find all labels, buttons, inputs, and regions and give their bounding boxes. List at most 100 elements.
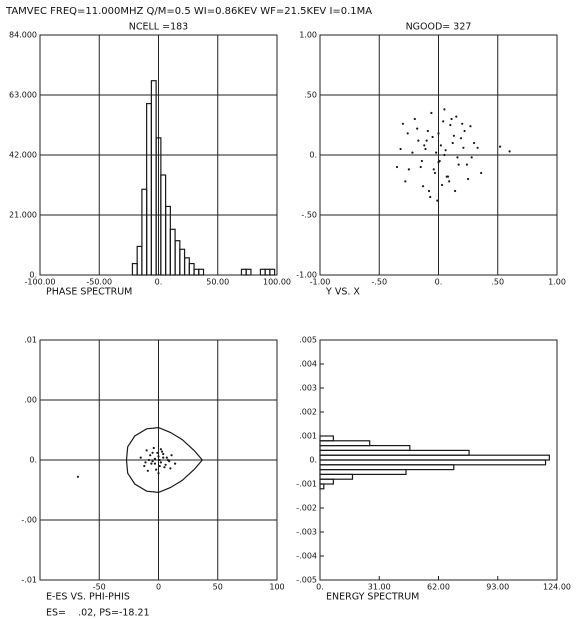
y-tick-label: -.01 bbox=[21, 576, 37, 585]
y-tick-label: -.00 bbox=[21, 516, 37, 525]
scatter-point bbox=[499, 145, 502, 148]
scatter-point bbox=[401, 122, 405, 125]
scatter-point bbox=[480, 171, 483, 175]
scatter-point bbox=[151, 460, 154, 463]
histogram-bar bbox=[150, 80, 157, 276]
scatter-point bbox=[160, 450, 164, 453]
scatter-point bbox=[166, 458, 170, 462]
scatter-point bbox=[445, 175, 448, 178]
scatter-point bbox=[427, 189, 431, 193]
x-tick-label: 1.00 bbox=[548, 278, 566, 287]
histogram-bar bbox=[319, 449, 470, 456]
scatter-point bbox=[144, 461, 147, 464]
scatter-point bbox=[416, 127, 419, 130]
x-tick-label: 0. bbox=[435, 278, 443, 287]
scatter-point bbox=[431, 135, 434, 139]
y-tick-label: -.003 bbox=[296, 528, 317, 537]
scatter-point bbox=[165, 456, 168, 459]
scatter-point bbox=[444, 149, 447, 152]
scatter-point bbox=[158, 458, 161, 462]
histogram-bar bbox=[198, 268, 205, 276]
histogram-bar bbox=[319, 454, 550, 461]
histogram-bar bbox=[319, 469, 407, 476]
y-tick-label: -1.00 bbox=[296, 271, 317, 280]
scatter-point bbox=[399, 147, 402, 151]
x-tick-label: .50 bbox=[491, 278, 504, 287]
x-tick-label: 0. bbox=[316, 583, 324, 592]
scatter-point bbox=[465, 163, 469, 166]
y-tick-label: -.50 bbox=[301, 211, 317, 220]
scatter-point bbox=[424, 147, 427, 151]
scatter-point bbox=[452, 134, 456, 137]
scatter-point bbox=[508, 150, 511, 153]
scatter-point bbox=[146, 469, 149, 472]
scatter-point bbox=[469, 125, 472, 128]
scatter-point bbox=[163, 466, 166, 469]
histogram-bar bbox=[165, 205, 171, 276]
scatter-point bbox=[149, 454, 152, 457]
y-tick-label: -.002 bbox=[296, 504, 317, 513]
scatter-point bbox=[472, 141, 476, 145]
y-tick-label: .50 bbox=[304, 91, 317, 100]
y-tick-label: .003 bbox=[299, 384, 317, 393]
scatter-point bbox=[450, 117, 453, 121]
scatter-point bbox=[151, 451, 154, 454]
x-tick-label: -50 bbox=[93, 583, 106, 592]
y-tick-label: -.004 bbox=[296, 552, 317, 561]
subtitle: NCELL =183 bbox=[129, 22, 188, 33]
x-tick-label: 50.00 bbox=[206, 278, 229, 287]
scatter-point bbox=[442, 120, 445, 123]
scatter-point bbox=[173, 462, 177, 465]
scatter-point bbox=[170, 454, 173, 457]
scatter-point bbox=[157, 472, 160, 475]
scatter-point bbox=[449, 123, 452, 127]
subtitle: NGOOD= 327 bbox=[406, 22, 472, 33]
y-tick-label: 0. bbox=[309, 151, 317, 160]
x-tick-label: 31.00 bbox=[368, 583, 391, 592]
histogram-bar bbox=[240, 268, 247, 276]
scatter-point bbox=[463, 129, 466, 133]
x-axis-label: ENERGY SPECTRUM bbox=[326, 592, 419, 603]
scatter-point bbox=[407, 168, 410, 171]
histogram-bar bbox=[319, 445, 411, 452]
scatter-point bbox=[153, 457, 157, 460]
scatter-point bbox=[76, 475, 80, 478]
scatter-point bbox=[419, 165, 422, 169]
scatter-point bbox=[162, 456, 165, 459]
histogram-bar bbox=[319, 473, 354, 480]
scatter-point bbox=[429, 195, 432, 199]
scatter-point bbox=[430, 111, 433, 115]
y-tick-label: 0. bbox=[29, 456, 37, 465]
y-tick-label: -.001 bbox=[296, 480, 317, 489]
scatter-point bbox=[448, 180, 451, 183]
separatrix-curve bbox=[125, 426, 203, 494]
scatter-point bbox=[420, 159, 424, 163]
scatter-point bbox=[421, 185, 425, 188]
x-tick-label: 124.00 bbox=[543, 583, 571, 592]
y-tick-label: .002 bbox=[299, 408, 317, 417]
y-tick-label: .001 bbox=[299, 432, 317, 441]
scatter-point bbox=[413, 117, 416, 121]
scatter-point bbox=[457, 163, 460, 166]
scatter-point bbox=[169, 467, 172, 470]
scatter-point bbox=[152, 446, 155, 450]
y-tick-label: 42.000 bbox=[9, 151, 37, 160]
y-tick-label: 0. bbox=[29, 271, 37, 280]
scatter-point bbox=[159, 461, 162, 464]
y-tick-label: .01 bbox=[24, 336, 37, 345]
scatter-point bbox=[476, 146, 479, 149]
y-tick-label: 0. bbox=[309, 456, 317, 465]
scatter-point bbox=[423, 144, 426, 147]
scatter-point bbox=[404, 180, 407, 183]
scatter-point bbox=[158, 464, 161, 468]
scatter-point bbox=[432, 168, 435, 171]
histogram-bar bbox=[319, 440, 371, 447]
scatter-point bbox=[395, 165, 399, 169]
x-tick-label: -1.00 bbox=[310, 278, 331, 287]
x-tick-label: -50.00 bbox=[86, 278, 112, 287]
scatter-point bbox=[145, 449, 148, 452]
y-tick-label: 84.000 bbox=[9, 31, 37, 40]
scatter-point bbox=[159, 448, 162, 451]
y-tick-label: .004 bbox=[299, 360, 317, 369]
x-tick-label: 0. bbox=[155, 278, 163, 287]
